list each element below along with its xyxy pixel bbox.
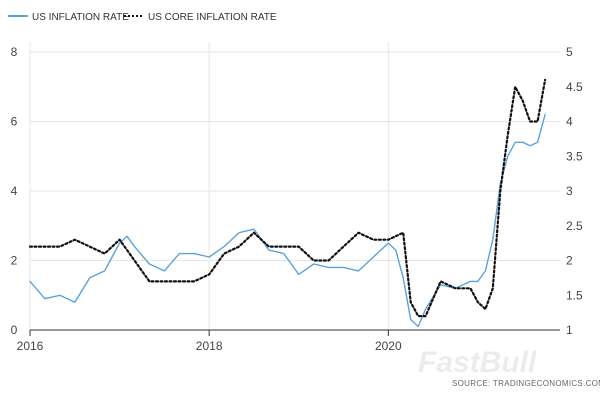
y-right-tick-label: 1.5 xyxy=(566,288,583,302)
x-tick-label: 2018 xyxy=(196,339,223,353)
y-right-tick-label: 1 xyxy=(566,323,573,337)
y-left-tick-label: 2 xyxy=(11,254,18,268)
series-line-core-inflation xyxy=(28,78,547,318)
y-right-tick-label: 2 xyxy=(566,254,573,268)
source-note: SOURCE: TRADINGECONOMICS.COM xyxy=(452,379,600,388)
y-left-tick-label: 8 xyxy=(11,45,18,59)
watermark: FastBull xyxy=(418,346,537,379)
y-right-tick-label: 3.5 xyxy=(566,149,583,163)
x-tick-label: 2016 xyxy=(17,339,44,353)
tick-labels: 0 2 4 6 8 1 1.5 2 2.5 3 3.5 4 4.5 5 2016 2018 2020 xyxy=(11,45,583,353)
series-line-inflation xyxy=(29,113,546,328)
y-right-tick-label: 2.5 xyxy=(566,219,583,233)
y-right-tick-label: 5 xyxy=(566,45,573,59)
legend-label-inflation: US INFLATION RATE xyxy=(32,12,129,23)
y-right-tick-label: 4 xyxy=(566,115,573,129)
y-left-tick-label: 4 xyxy=(11,184,18,198)
x-tick-label: 2020 xyxy=(375,339,402,353)
y-right-tick-label: 3 xyxy=(566,184,573,198)
axes xyxy=(29,329,560,336)
legend-label-core: US CORE INFLATION RATE xyxy=(148,12,277,23)
series xyxy=(28,78,547,328)
y-left-tick-label: 0 xyxy=(11,323,18,337)
y-left-tick-label: 6 xyxy=(11,115,18,129)
y-right-tick-label: 4.5 xyxy=(566,80,583,94)
gridlines xyxy=(29,42,560,330)
legend: US INFLATION RATE US CORE INFLATION RATE xyxy=(8,12,277,23)
